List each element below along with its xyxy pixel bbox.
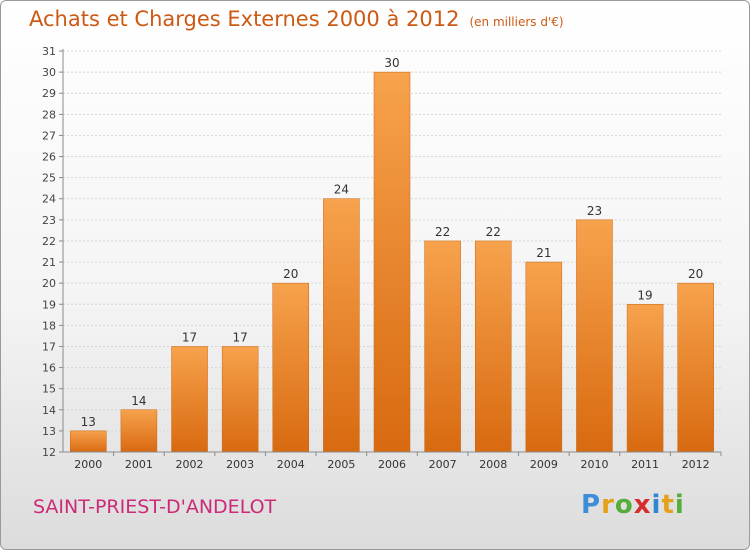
y-tick-label: 19 [42, 298, 56, 311]
chart-title-text: Achats et Charges Externes 2000 à 2012 [29, 7, 460, 31]
x-tick-label: 2010 [580, 458, 608, 471]
x-tick-label: 2011 [631, 458, 659, 471]
y-tick-label: 26 [42, 151, 56, 164]
logo-letter: o [614, 490, 634, 520]
y-tick-label: 31 [42, 45, 56, 58]
logo-letter: i [674, 490, 685, 520]
data-label: 19 [637, 288, 652, 302]
bar [576, 219, 613, 453]
logo-letter: x [633, 490, 652, 520]
y-tick-label: 27 [42, 129, 56, 142]
y-tick-label: 23 [42, 214, 56, 227]
data-label: 20 [283, 267, 298, 281]
y-tick-label: 14 [42, 404, 56, 417]
chart-unit: (en milliers d'€) [469, 15, 564, 29]
data-label: 21 [536, 246, 551, 260]
bar [626, 304, 664, 453]
x-tick-label: 2004 [277, 458, 305, 471]
data-label: 17 [233, 330, 248, 344]
y-tick-label: 25 [42, 172, 56, 185]
data-label: 22 [486, 225, 501, 239]
y-tick-label: 21 [42, 256, 56, 269]
data-label: 20 [688, 267, 703, 281]
logo-letter: i [651, 490, 662, 520]
y-tick-label: 12 [42, 446, 56, 459]
bar [120, 409, 158, 453]
x-tick-label: 2002 [176, 458, 204, 471]
y-tick-label: 22 [42, 235, 56, 248]
bars [70, 71, 714, 453]
x-tick-label: 2012 [682, 458, 710, 471]
y-tick-label: 17 [42, 340, 56, 353]
logo-letter: P [581, 490, 602, 520]
chart-title: Achats et Charges Externes 2000 à 2012 (e… [29, 7, 564, 31]
y-tick-label: 20 [42, 277, 56, 290]
data-label: 22 [435, 225, 450, 239]
y-tick-label: 29 [42, 87, 56, 100]
bar [525, 261, 563, 453]
y-tick-label: 16 [42, 362, 56, 375]
y-tick-label: 13 [42, 425, 56, 438]
x-tick-label: 2003 [226, 458, 254, 471]
data-label: 24 [334, 183, 349, 197]
y-tick-label: 30 [42, 66, 56, 79]
x-tick-label: 2007 [429, 458, 457, 471]
place-name: SAINT-PRIEST-D'ANDELOT [33, 496, 277, 518]
x-tick-label: 2009 [530, 458, 558, 471]
bar [221, 346, 259, 453]
x-tick-label: 2006 [378, 458, 406, 471]
bar [323, 198, 360, 453]
x-tick-label: 2001 [125, 458, 153, 471]
x-tick-label: 2005 [327, 458, 355, 471]
axes [59, 49, 722, 456]
proxiti-logo: Proxiti [581, 490, 685, 520]
bar [171, 346, 208, 453]
y-tick-label: 24 [42, 193, 56, 206]
bar [272, 282, 310, 453]
data-label: 14 [131, 394, 146, 408]
bar [474, 240, 512, 453]
bar [373, 71, 411, 453]
data-label: 13 [81, 415, 96, 429]
y-tick-label: 28 [42, 108, 56, 121]
bar [677, 282, 714, 453]
logo-letter: t [661, 490, 675, 520]
bar [70, 430, 107, 453]
x-tick-label: 2000 [74, 458, 102, 471]
bar [424, 240, 461, 453]
logo-letter: r [601, 490, 615, 520]
x-tick-label: 2008 [479, 458, 507, 471]
data-label: 17 [182, 330, 197, 344]
data-label: 30 [384, 56, 399, 70]
labels: 12 13 14 15 16 17 18 19 20 21 22 23 24 25 26 27 28 29 30 31… [42, 45, 710, 471]
data-label: 23 [587, 204, 602, 218]
y-tick-label: 18 [42, 319, 56, 332]
y-tick-label: 15 [42, 383, 56, 396]
